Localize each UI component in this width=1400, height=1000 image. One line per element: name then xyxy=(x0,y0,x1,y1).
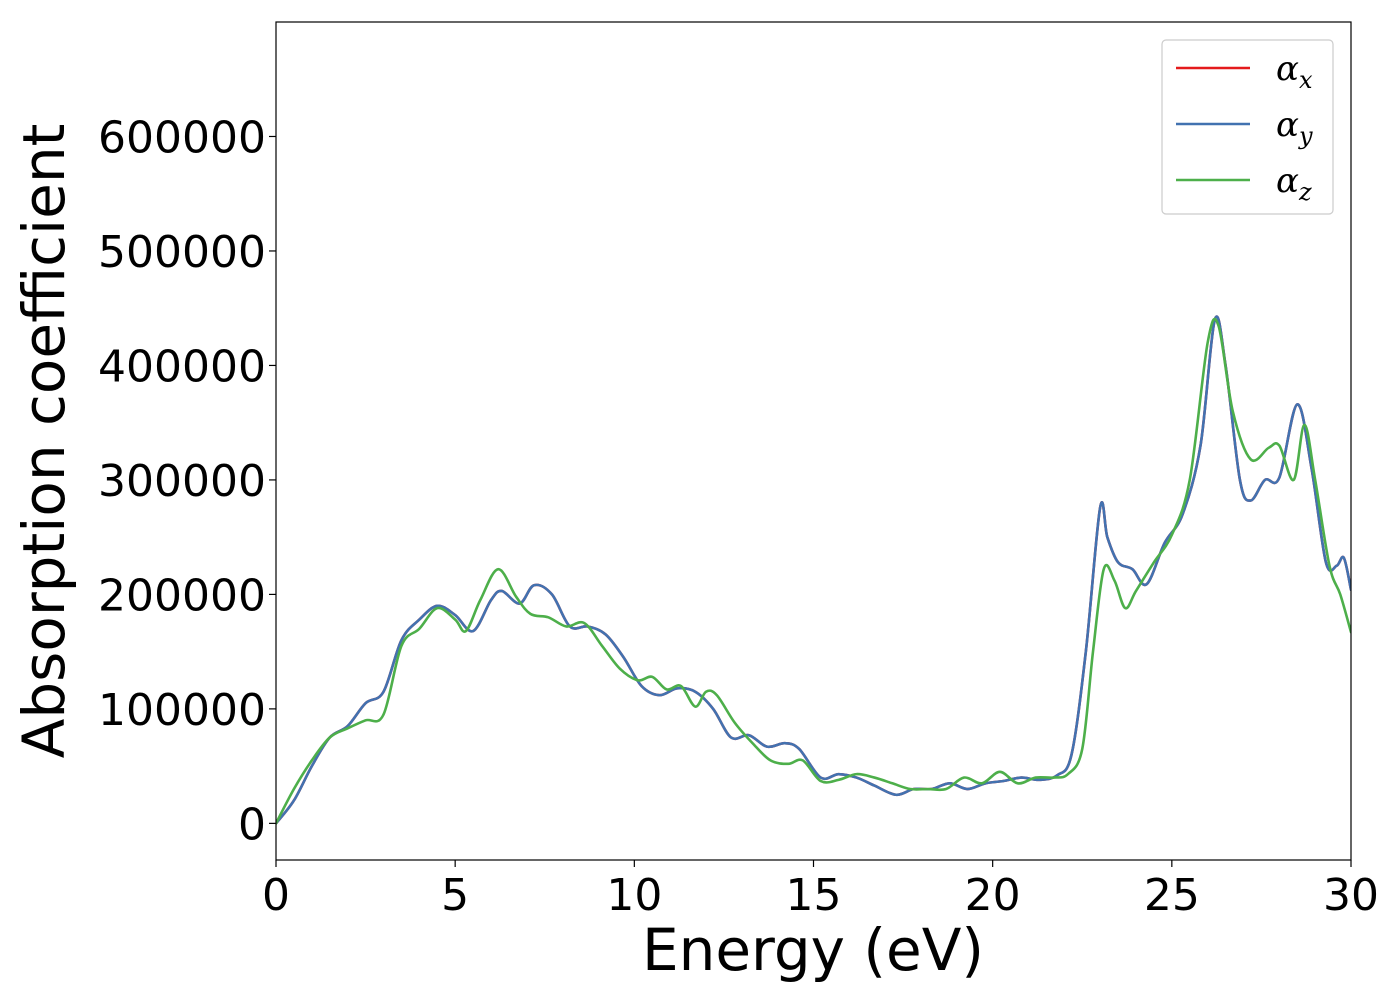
x-tick-label: 30 xyxy=(1323,870,1379,921)
series-line-z xyxy=(276,317,1351,825)
y-axis-ticks: 0 100000 200000 300000 400000 500000 600000 xyxy=(98,112,276,850)
legend-label-z: αz xyxy=(1276,161,1312,206)
y-tick-label: 400000 xyxy=(98,341,266,392)
series-line-y xyxy=(276,315,1351,825)
series-lines xyxy=(276,315,1351,825)
x-tick-label: 5 xyxy=(441,870,469,921)
legend-label-x: αx xyxy=(1276,49,1313,94)
x-tick-label: 0 xyxy=(262,870,290,921)
y-tick-label: 0 xyxy=(238,799,266,850)
x-tick-label: 15 xyxy=(786,870,842,921)
x-tick-label: 10 xyxy=(606,870,662,921)
x-axis-ticks: 0 5 10 15 20 25 30 xyxy=(262,860,1379,921)
x-tick-label: 25 xyxy=(1144,870,1200,921)
legend-label-y: αy xyxy=(1276,105,1313,150)
legend-frame xyxy=(1161,39,1334,215)
y-tick-label: 100000 xyxy=(98,685,266,736)
y-tick-label: 200000 xyxy=(98,570,266,621)
y-tick-label: 300000 xyxy=(98,456,266,507)
y-tick-label: 500000 xyxy=(98,227,266,278)
x-tick-label: 20 xyxy=(965,870,1021,921)
legend: αx αy αz xyxy=(1161,39,1334,215)
y-tick-label: 600000 xyxy=(98,112,266,163)
y-axis-label: Absorption coefficient xyxy=(10,124,78,759)
x-axis-label: Energy (eV) xyxy=(642,916,984,984)
